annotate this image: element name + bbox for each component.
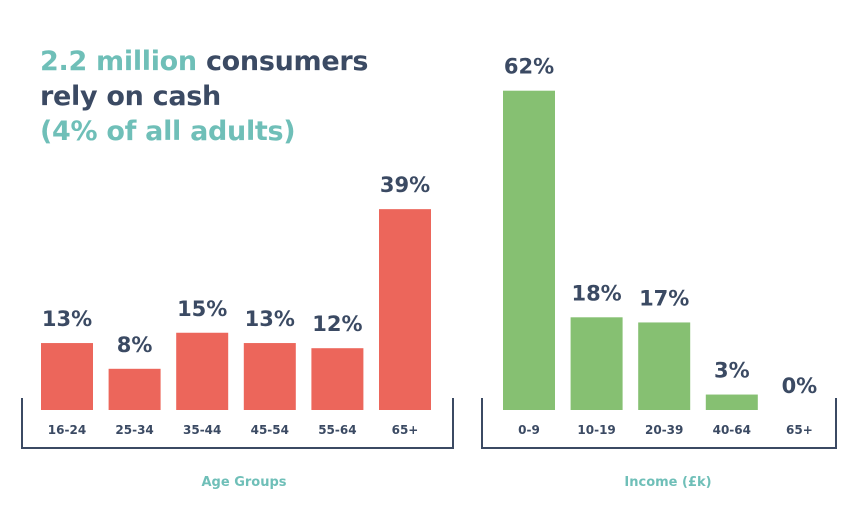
income-tick-label: 40-64 bbox=[713, 423, 751, 437]
age-value-label: 12% bbox=[312, 312, 362, 336]
headline-line2: rely on cash bbox=[40, 81, 221, 112]
income-value-label: 62% bbox=[504, 55, 554, 79]
age-axis-title: Age Groups bbox=[201, 475, 286, 490]
income-axis-frame bbox=[481, 398, 837, 449]
income-tick-label: 20-39 bbox=[645, 423, 683, 437]
age-value-label: 39% bbox=[380, 173, 430, 197]
age-tick-label: 55-64 bbox=[318, 423, 356, 437]
age-value-label: 13% bbox=[42, 307, 92, 331]
age-bar bbox=[243, 343, 296, 410]
income-tick-label: 65+ bbox=[786, 423, 813, 437]
age-bar bbox=[41, 343, 93, 410]
income-tick-label: 10-19 bbox=[577, 423, 615, 437]
income-chart: 62% 0-9 18% 10-19 17% 20-39 3% 40-64 0% 65+ Incom… bbox=[481, 55, 837, 490]
income-axis-title: Income (£k) bbox=[624, 475, 711, 490]
age-tick-label: 16-24 bbox=[48, 423, 86, 437]
headline: 2.2 million consumers rely on cash (4% of … bbox=[40, 44, 368, 149]
headline-line1-rest: consumers bbox=[196, 46, 369, 77]
age-bars: 13% 16-24 8% 25-34 15% 35-44 13% 45-54 12% 55-64 3… bbox=[41, 173, 431, 437]
age-tick-label: 65+ bbox=[392, 423, 419, 437]
income-value-label: 18% bbox=[571, 281, 621, 305]
age-value-label: 15% bbox=[177, 297, 227, 321]
age-chart: 13% 16-24 8% 25-34 15% 35-44 13% 45-54 12% 55-64 3… bbox=[21, 173, 454, 490]
income-value-label: 3% bbox=[714, 359, 750, 383]
age-bar bbox=[108, 368, 161, 410]
income-tick-label: 0-9 bbox=[518, 423, 540, 437]
age-bar bbox=[311, 348, 364, 410]
age-tick-label: 35-44 bbox=[183, 423, 221, 437]
age-tick-label: 25-34 bbox=[115, 423, 153, 437]
income-bars: 62% 0-9 18% 10-19 17% 20-39 3% 40-64 0% 65+ bbox=[503, 55, 817, 437]
age-value-label: 13% bbox=[245, 307, 295, 331]
income-bar bbox=[503, 90, 555, 410]
age-bar bbox=[176, 332, 229, 410]
age-bar bbox=[379, 209, 431, 410]
age-axis-frame bbox=[21, 398, 454, 449]
income-value-label: 0% bbox=[782, 374, 818, 398]
income-bar bbox=[570, 317, 623, 410]
income-bar bbox=[638, 322, 691, 410]
age-value-label: 8% bbox=[117, 333, 153, 357]
headline-line3: (4% of all adults) bbox=[40, 116, 296, 147]
age-tick-label: 45-54 bbox=[251, 423, 289, 437]
income-bar bbox=[705, 394, 758, 410]
income-value-label: 17% bbox=[639, 286, 689, 310]
headline-accent: 2.2 million bbox=[40, 46, 197, 77]
